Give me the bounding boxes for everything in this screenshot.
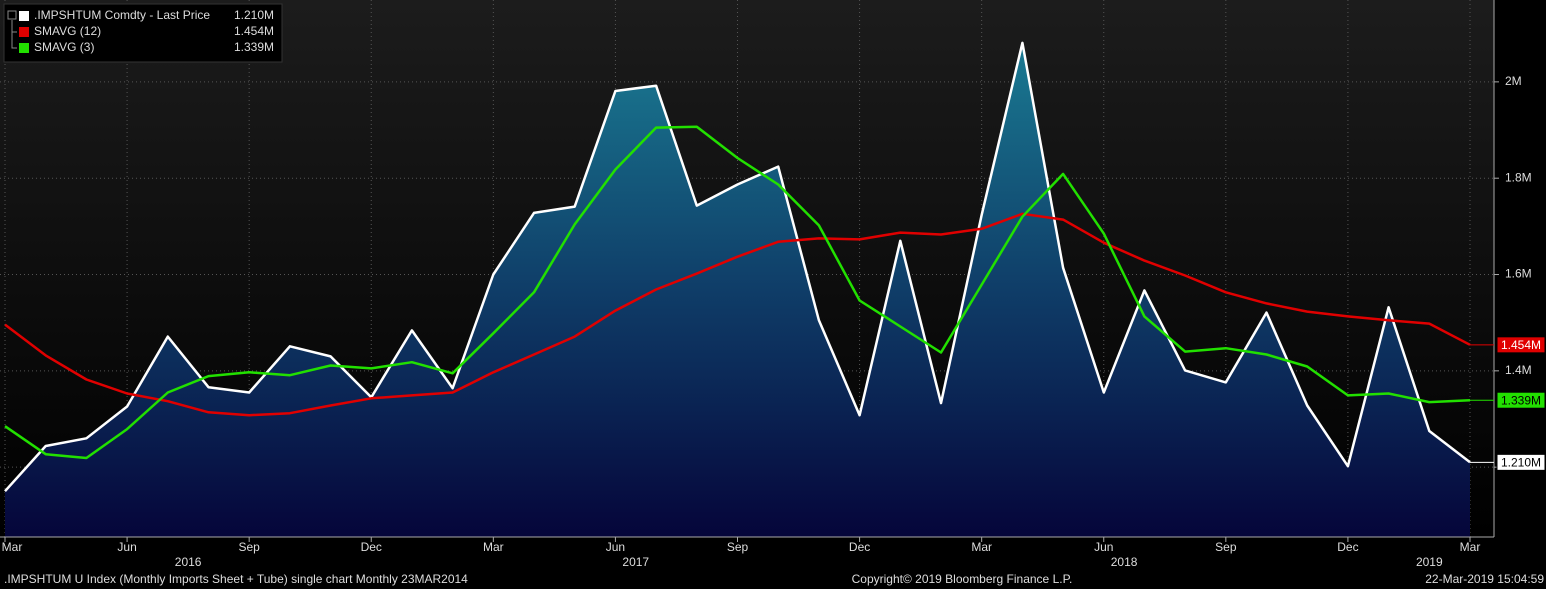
marks	[4, 41, 1471, 538]
y-tick-label: 1.8M	[1505, 170, 1532, 184]
x-tick-label: Jun	[606, 540, 625, 554]
legend-value: 1.210M	[234, 8, 274, 22]
legend-value: 1.454M	[234, 24, 274, 38]
legend-swatch	[19, 43, 29, 53]
x-tick-label: Sep	[238, 540, 260, 554]
year-label: 2018	[1111, 555, 1138, 569]
legend-label: SMAVG (12)	[34, 24, 101, 38]
legend: .IMPSHTUM Comdty - Last Price 1.210M SMAVG…	[3, 3, 283, 63]
footer-right: 22-Mar-2019 15:04:59	[1425, 572, 1544, 586]
x-tick-label: Sep	[727, 540, 749, 554]
legend-label: .IMPSHTUM Comdty - Last Price	[34, 8, 210, 22]
legend-collapse	[7, 10, 17, 20]
last-value-label: 1.210M	[1501, 456, 1541, 470]
y-tick-label: 2M	[1505, 74, 1522, 88]
x-tick-label: Jun	[1094, 540, 1113, 554]
last-value-label: 1.339M	[1501, 393, 1541, 407]
last-value-box	[1496, 391, 1546, 409]
x-tick-label: Dec	[849, 540, 870, 554]
year-label: 2016	[175, 555, 202, 569]
x-tick-label: Dec	[1337, 540, 1358, 554]
x-tick-label: Mar	[483, 540, 504, 554]
legend-value: 1.339M	[234, 40, 274, 54]
last-value-box	[1496, 453, 1546, 471]
series-line	[4, 212, 1471, 417]
x-tick-label: Mar	[2, 540, 23, 554]
last-value-box	[1496, 336, 1546, 354]
legend-label: SMAVG (3)	[34, 40, 94, 54]
series-line	[4, 41, 1471, 493]
legend-box	[3, 3, 283, 63]
x-tick-label: Mar	[971, 540, 992, 554]
legend-tree	[11, 20, 17, 49]
axes: 1.2M1.4M1.6M1.8M2MMarJunSepDecMarJunSepD…	[2, 74, 1546, 569]
year-label: 2017	[622, 555, 649, 569]
legend-swatch	[19, 27, 29, 37]
x-tick-label: Dec	[361, 540, 382, 554]
footer-center: Copyright© 2019 Bloomberg Finance L.P.	[852, 572, 1073, 586]
x-tick-label: Sep	[1215, 540, 1237, 554]
x-tick-label: Mar	[1460, 540, 1481, 554]
footer-left: .IMPSHTUM U Index (Monthly Imports Sheet…	[4, 572, 468, 586]
y-tick-label: 1.6M	[1505, 267, 1532, 281]
area-fill	[5, 42, 1470, 538]
x-tick-label: Jun	[117, 540, 136, 554]
year-label: 2019	[1416, 555, 1443, 569]
series-line	[4, 125, 1471, 460]
last-value-label: 1.454M	[1501, 338, 1541, 352]
legend-swatch	[19, 11, 29, 21]
y-tick-label: 1.4M	[1505, 363, 1532, 377]
